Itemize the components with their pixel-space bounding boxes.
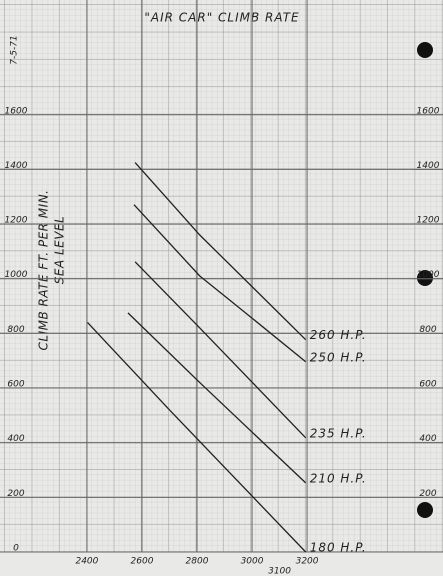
y-axis-label: CLIMB RATE FT. PER MIN. <box>37 190 51 351</box>
y2-tick-label: 1000 <box>417 270 440 280</box>
line <box>87 322 307 553</box>
y-tick-label: 1400 <box>5 161 28 171</box>
x-tick-label: 2400 <box>75 557 98 567</box>
line <box>134 162 307 341</box>
series-label: 180 H.P. <box>310 541 367 555</box>
series-label: 235 H.P. <box>310 426 367 440</box>
x-tick-label: 3200 <box>296 557 319 567</box>
y2-tick-label: 800 <box>419 325 436 335</box>
series-label: 210 H.P. <box>310 471 367 485</box>
y2-tick-label: 1400 <box>417 161 440 171</box>
line <box>127 312 307 484</box>
y-tick-label: 800 <box>7 325 24 335</box>
series-label: 250 H.P. <box>310 350 367 364</box>
x-tick-label: 3000 <box>241 557 264 567</box>
y-tick-label: 600 <box>7 380 24 390</box>
y-axis-label: SEA LEVEL <box>53 216 67 284</box>
x-tick-label: 2600 <box>131 557 154 567</box>
y-tick-label: 1200 <box>5 216 28 226</box>
y2-tick-label: 1200 <box>417 216 440 226</box>
y2-tick-label: 200 <box>419 489 436 499</box>
y2-tick-label: 400 <box>419 434 436 444</box>
y2-tick-label: 1600 <box>417 106 440 116</box>
x-tick-label: 2800 <box>186 557 209 567</box>
line <box>134 261 307 439</box>
y-tick-label: 1000 <box>5 270 28 280</box>
y2-tick-label: 600 <box>419 380 436 390</box>
y-tick-label: 0 <box>13 544 19 554</box>
date: 7-5-71 <box>10 35 20 64</box>
y-tick-label: 1600 <box>5 106 28 116</box>
y-tick-label: 400 <box>7 434 24 444</box>
series-label: 260 H.P. <box>310 328 367 342</box>
punch-hole <box>417 270 433 286</box>
chart-title: "AIR CAR" CLIMB RATE <box>144 11 299 25</box>
line <box>133 204 307 363</box>
punch-hole <box>417 502 433 518</box>
annotation: 3100 <box>268 567 291 576</box>
y-tick-label: 200 <box>7 489 24 499</box>
graph-paper <box>0 0 443 552</box>
punch-hole <box>417 42 433 58</box>
